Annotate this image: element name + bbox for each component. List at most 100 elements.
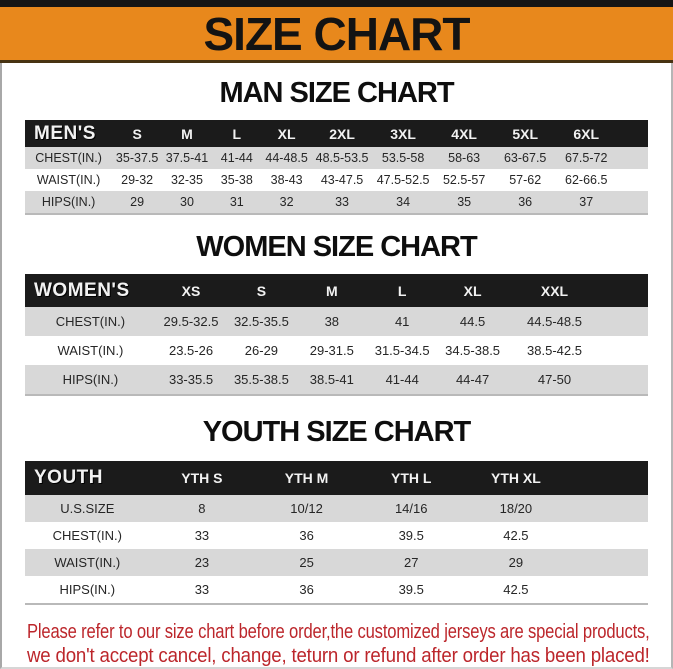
- size-value-cell: 36: [518, 195, 533, 209]
- size-value-cell: 32.5-35.5: [233, 314, 289, 329]
- size-value-cell: 53.5-58: [381, 151, 425, 165]
- youth-section-title: YOUTH SIZE CHART: [202, 416, 472, 448]
- size-value-cell: 27: [404, 555, 419, 570]
- size-header-cell: L: [367, 274, 438, 307]
- size-value-cell: 29.5-32.5: [163, 314, 219, 329]
- size-value-cell: 33: [194, 582, 210, 597]
- size-value-cell: 39.5: [398, 582, 424, 597]
- size-value-cell: 25: [299, 555, 314, 570]
- table-row: CHEST(IN.) 29.5-32.5 32.5-35.5 38 41 44.5 44.5…: [25, 307, 648, 336]
- size-value-cell: 33: [335, 195, 349, 209]
- size-value-cell: 52.5-57: [442, 173, 486, 187]
- size-value-cell: 42.5: [503, 528, 529, 543]
- row-label: CHEST(IN.): [52, 528, 122, 543]
- size-value-cell: 29-31.5: [309, 343, 354, 358]
- size-value-cell: 63-67.5: [503, 151, 547, 165]
- table-row: HIPS(IN.) 29 30 31 32 33 34 35 36 37: [25, 191, 648, 214]
- size-value-cell: 31: [229, 195, 244, 209]
- row-label: WAIST(IN.): [54, 555, 121, 570]
- size-header-cell: S: [112, 120, 163, 147]
- size-value-cell: 58-63: [448, 151, 481, 165]
- men-size-chart-section: MAN SIZE CHART MEN'S S M L XL 2XL 3XL 4XL 5XL 6XL…: [2, 77, 671, 215]
- notice-line-1: Please refer to our size chart before or…: [27, 621, 650, 643]
- page-title: SIZE CHART: [203, 7, 471, 60]
- size-value-cell: 14/16: [394, 501, 428, 516]
- size-header-cell: M: [296, 274, 367, 307]
- size-value-cell: 41-44: [385, 372, 419, 387]
- size-value-cell: 62-66.5: [565, 173, 608, 187]
- size-header-cell: S: [226, 274, 297, 307]
- men-section-title: MAN SIZE CHART: [219, 77, 454, 109]
- size-value-cell: 30: [180, 195, 194, 209]
- header-row: WOMEN'S XS S M L XL XXL: [25, 274, 648, 307]
- size-value-cell: 37: [579, 195, 594, 209]
- size-value-cell: 38-43: [270, 173, 303, 187]
- row-spacer-cell: [601, 365, 648, 395]
- size-value-cell: 44-48.5: [265, 151, 308, 165]
- content: MAN SIZE CHART MEN'S S M L XL 2XL 3XL 4XL 5XL 6XL…: [2, 77, 671, 668]
- size-value-cell: 48.5-53.5: [315, 151, 369, 165]
- size-value-cell: 29: [130, 195, 145, 209]
- top-black-bar: [0, 0, 673, 7]
- table-row: U.S.SIZE 8 10/12 14/16 18/20: [25, 495, 648, 522]
- table-label-header: YOUTH: [25, 461, 150, 495]
- banner: SIZE CHART: [0, 7, 673, 63]
- size-value-cell: 34.5-38.5: [445, 343, 501, 358]
- row-spacer-cell: [601, 336, 648, 365]
- size-header-cell: YTH L: [358, 461, 464, 495]
- row-label: HIPS(IN.): [62, 372, 119, 387]
- size-value-cell: 43-47.5: [320, 173, 364, 187]
- footer-notice: Please refer to our size chart before or…: [27, 620, 650, 668]
- table-row: WAIST(IN.) 23.5-26 26-29 29-31.5 31.5-34.5 34…: [25, 336, 648, 365]
- size-header-cell: M: [162, 120, 212, 147]
- header-spacer-cell: [568, 461, 648, 495]
- size-header-cell: 6XL: [555, 120, 617, 147]
- size-value-cell: 39.5: [398, 528, 424, 543]
- row-label: U.S.SIZE: [60, 501, 115, 516]
- women-size-table: WOMEN'S XS S M L XL XXL CHEST(IN.) 29.5-32.5 32.5…: [25, 274, 648, 396]
- size-value-cell: 41: [394, 314, 410, 329]
- size-value-cell: 41-44: [220, 151, 253, 165]
- table-label-header: MEN'S: [25, 120, 113, 147]
- size-value-cell: 32: [279, 195, 294, 209]
- header-spacer-cell: [616, 120, 648, 147]
- row-label: WAIST(IN.): [57, 343, 124, 358]
- row-spacer-cell: [601, 307, 648, 336]
- header-spacer-cell: [601, 274, 648, 307]
- table-label-header: WOMEN'S: [25, 274, 156, 307]
- size-value-cell: 44.5: [459, 314, 486, 329]
- size-value-cell: 26-29: [244, 343, 279, 358]
- size-value-cell: 35-38: [220, 173, 253, 187]
- table-row: WAIST(IN.) 23 25 27 29: [25, 549, 648, 576]
- size-value-cell: 29: [508, 555, 524, 570]
- size-value-cell: 33: [194, 528, 210, 543]
- size-value-cell: 47.5-52.5: [376, 173, 430, 187]
- size-header-cell: YTH M: [254, 461, 359, 495]
- size-value-cell: 23.5-26: [168, 343, 214, 358]
- row-label: HIPS(IN.): [41, 195, 96, 209]
- size-value-cell: 36: [299, 528, 314, 543]
- size-header-cell: 5XL: [494, 120, 556, 147]
- men-size-table: MEN'S S M L XL 2XL 3XL 4XL 5XL 6XL CHEST(IN.) 35-37…: [25, 120, 648, 215]
- size-value-cell: 42.5: [503, 582, 529, 597]
- row-label: CHEST(IN.): [55, 314, 126, 329]
- row-spacer-cell: [568, 576, 648, 604]
- size-value-cell: 67.5-72: [565, 151, 608, 165]
- row-label: WAIST(IN.): [36, 173, 101, 187]
- table-row: CHEST(IN.) 35-37.5 37.5-41 41-44 44-48.5 48.5…: [25, 147, 648, 169]
- table-row: HIPS(IN.) 33-35.5 35.5-38.5 38.5-41 41-44 44-…: [25, 365, 648, 395]
- row-spacer-cell: [568, 522, 648, 549]
- size-header-cell: YTH S: [149, 461, 255, 495]
- size-header-cell: YTH XL: [463, 461, 569, 495]
- row-label: HIPS(IN.): [59, 582, 116, 597]
- size-header-cell: 2XL: [311, 120, 373, 147]
- size-value-cell: 38: [324, 314, 340, 329]
- size-header-cell: XL: [261, 120, 312, 147]
- size-header-cell: 4XL: [433, 120, 495, 147]
- row-spacer-cell: [617, 169, 648, 191]
- size-header-cell: XS: [155, 274, 227, 307]
- size-header-cell: 3XL: [372, 120, 434, 147]
- size-value-cell: 44.5-48.5: [527, 314, 582, 329]
- size-header-cell: L: [211, 120, 262, 147]
